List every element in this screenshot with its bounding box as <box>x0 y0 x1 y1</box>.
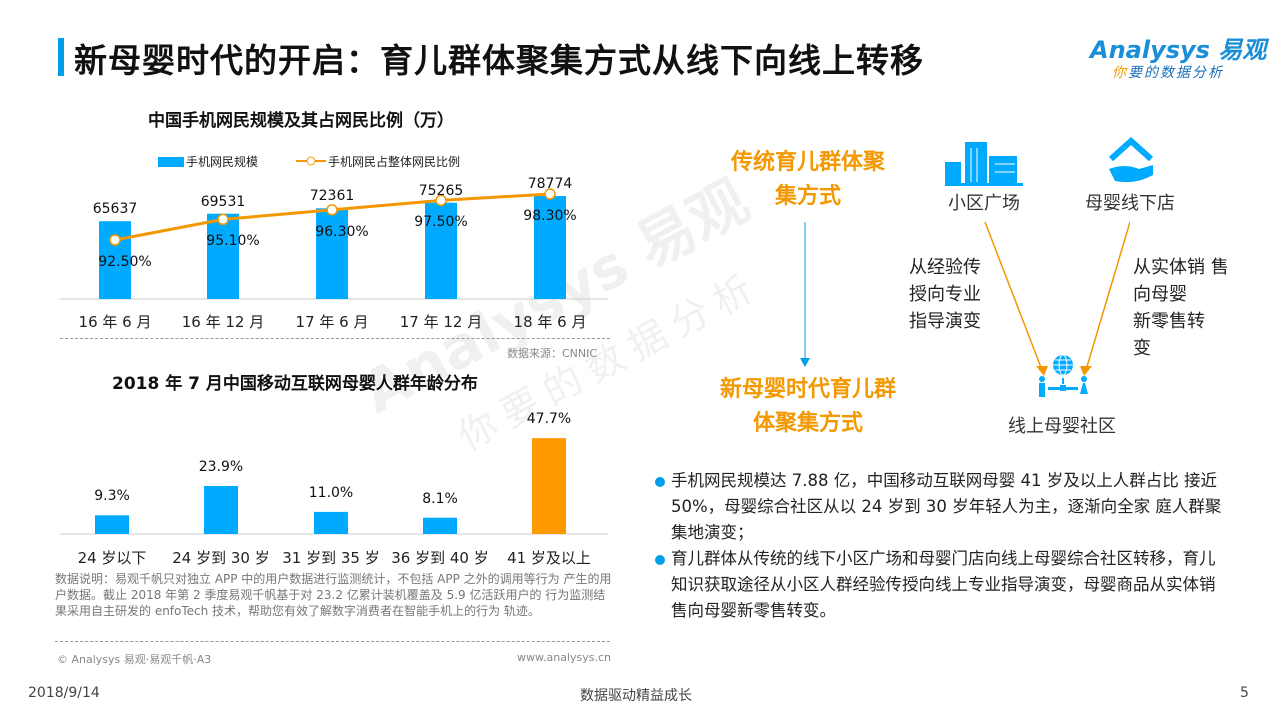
line-value-label: 92.50% <box>98 254 152 270</box>
chart1-source: 数据来源：CNNIC <box>507 347 598 360</box>
bar <box>204 485 238 534</box>
chart2-plot <box>60 438 608 535</box>
x-tick-label: 24 岁以下 <box>77 549 147 567</box>
legend-line-label: 手机网民占整体网民比例 <box>328 155 461 169</box>
x-tick-label: 17 年 12 月 <box>399 313 483 331</box>
bar-value-label: 11.0% <box>308 484 354 501</box>
bullet-1: 手机网民规模达 7.88 亿，中国移动互联网母婴 41 岁及以上人群占比 接近 … <box>671 471 1222 542</box>
right-desc-line: 从实体销 售 <box>1133 257 1229 278</box>
legend-bar-swatch <box>158 157 184 167</box>
down-arrow <box>800 222 810 367</box>
right-desc: 从实体销 售向母婴新零售转变 <box>1133 254 1229 362</box>
traditional-label: 传统育儿群体聚集方式 <box>730 150 885 209</box>
x-tick-label: 16 年 12 月 <box>181 313 265 331</box>
x-tick-label: 18 年 6 月 <box>513 313 587 331</box>
title-accent-bar <box>58 38 64 76</box>
footer-slogan: 数据驱动精益成长 <box>580 688 692 704</box>
logo-slogan-highlight: 你 <box>1112 65 1128 81</box>
bar <box>316 208 348 299</box>
x-tick-label: 17 年 6 月 <box>295 313 369 331</box>
chart1-title: 中国手机网民规模及其占网民比例（万） <box>148 111 454 131</box>
bar <box>95 515 129 534</box>
online-community-icon <box>1039 354 1088 397</box>
legend-line-swatch <box>296 156 326 166</box>
left-desc-line: 指导演变 <box>909 311 981 332</box>
chart2-title: 2018 年 7 月中国移动互联网母婴人群年龄分布 <box>112 374 478 394</box>
bar <box>99 221 131 299</box>
line-point <box>326 204 338 216</box>
new-label: 新母婴时代育儿群体聚集方式 <box>719 377 896 436</box>
right-desc-line: 变 <box>1133 338 1151 359</box>
divider <box>55 641 610 642</box>
line-value-label: 96.30% <box>315 223 369 240</box>
line-value-label: 98.30% <box>523 208 577 224</box>
node-online: 线上母婴社区 <box>1008 416 1116 437</box>
bar <box>425 202 457 299</box>
legend-bar-label: 手机网民规模 <box>186 155 259 169</box>
left-desc: 从经验传授向专业指导演变 <box>909 254 981 335</box>
bar <box>534 196 566 299</box>
line-point <box>217 213 229 226</box>
bar-value-label: 72361 <box>309 188 355 205</box>
x-tick-label: 31 岁到 35 岁 <box>282 549 380 567</box>
line-point <box>544 188 556 200</box>
website: www.analysys.cn <box>517 651 611 664</box>
bar-value-label: 69531 <box>200 193 246 210</box>
buildings-icon <box>945 142 1023 186</box>
arrows <box>984 221 1130 376</box>
chart1-plot <box>60 188 608 300</box>
bullet-icon <box>655 555 665 565</box>
left-desc-line: 从经验传 <box>909 257 981 278</box>
divider <box>60 338 610 339</box>
bar-value-label: 8.1% <box>422 490 458 507</box>
copyright: © Analysys 易观·易观千帆·A3 <box>57 653 212 666</box>
x-tick-label: 36 岁到 40 岁 <box>391 549 489 567</box>
right-desc-line: 新零售转 <box>1133 311 1205 332</box>
bar-value-label: 65637 <box>92 201 138 218</box>
bar-value-label: 9.3% <box>94 488 130 505</box>
node-square: 小区广场 <box>948 193 1020 214</box>
logo-slogan-rest: 要的数据分析 <box>1128 65 1224 81</box>
bar-value-label: 47.7% <box>526 411 572 428</box>
line-point <box>435 194 447 207</box>
bar <box>207 213 239 299</box>
page-title: 新母婴时代的开启：育儿群体聚集方式从线下向线上转移 <box>74 41 924 80</box>
bar <box>423 517 457 534</box>
x-tick-label: 24 岁到 30 岁 <box>172 549 270 567</box>
bar-value-label: 78774 <box>527 176 573 193</box>
logo-slogan: 你要的数据分析 <box>1112 62 1224 82</box>
left-desc-line: 授向专业 <box>909 284 981 305</box>
line-point <box>109 234 121 246</box>
page-number: 5 <box>1240 685 1249 701</box>
bar <box>314 511 348 534</box>
x-tick-label: 16 年 6 月 <box>78 313 152 331</box>
bullet-2: 育儿群体从传统的线下小区广场和母婴门店向线上母婴综合社区转移，育儿知识获取途径从… <box>671 549 1216 620</box>
bar <box>532 438 566 534</box>
bar-value-label: 75265 <box>418 182 464 199</box>
line-value-label: 95.10% <box>206 233 260 250</box>
line-value-label: 97.50% <box>414 214 468 231</box>
data-note: 数据说明：易观千帆只对独立 APP 中的用户数据进行监测统计，不包括 APP 之… <box>55 572 612 618</box>
right-desc-line: 向母婴 <box>1133 284 1187 305</box>
house-hand-icon <box>1108 137 1154 183</box>
node-store: 母婴线下店 <box>1085 193 1175 214</box>
analysys-logo: Analysys 易观 <box>1090 36 1267 64</box>
bullet-icon <box>655 477 665 487</box>
x-tick-label: 41 岁及以上 <box>507 549 591 567</box>
bar-value-label: 23.9% <box>198 458 244 475</box>
footer-date: 2018/9/14 <box>28 685 100 701</box>
